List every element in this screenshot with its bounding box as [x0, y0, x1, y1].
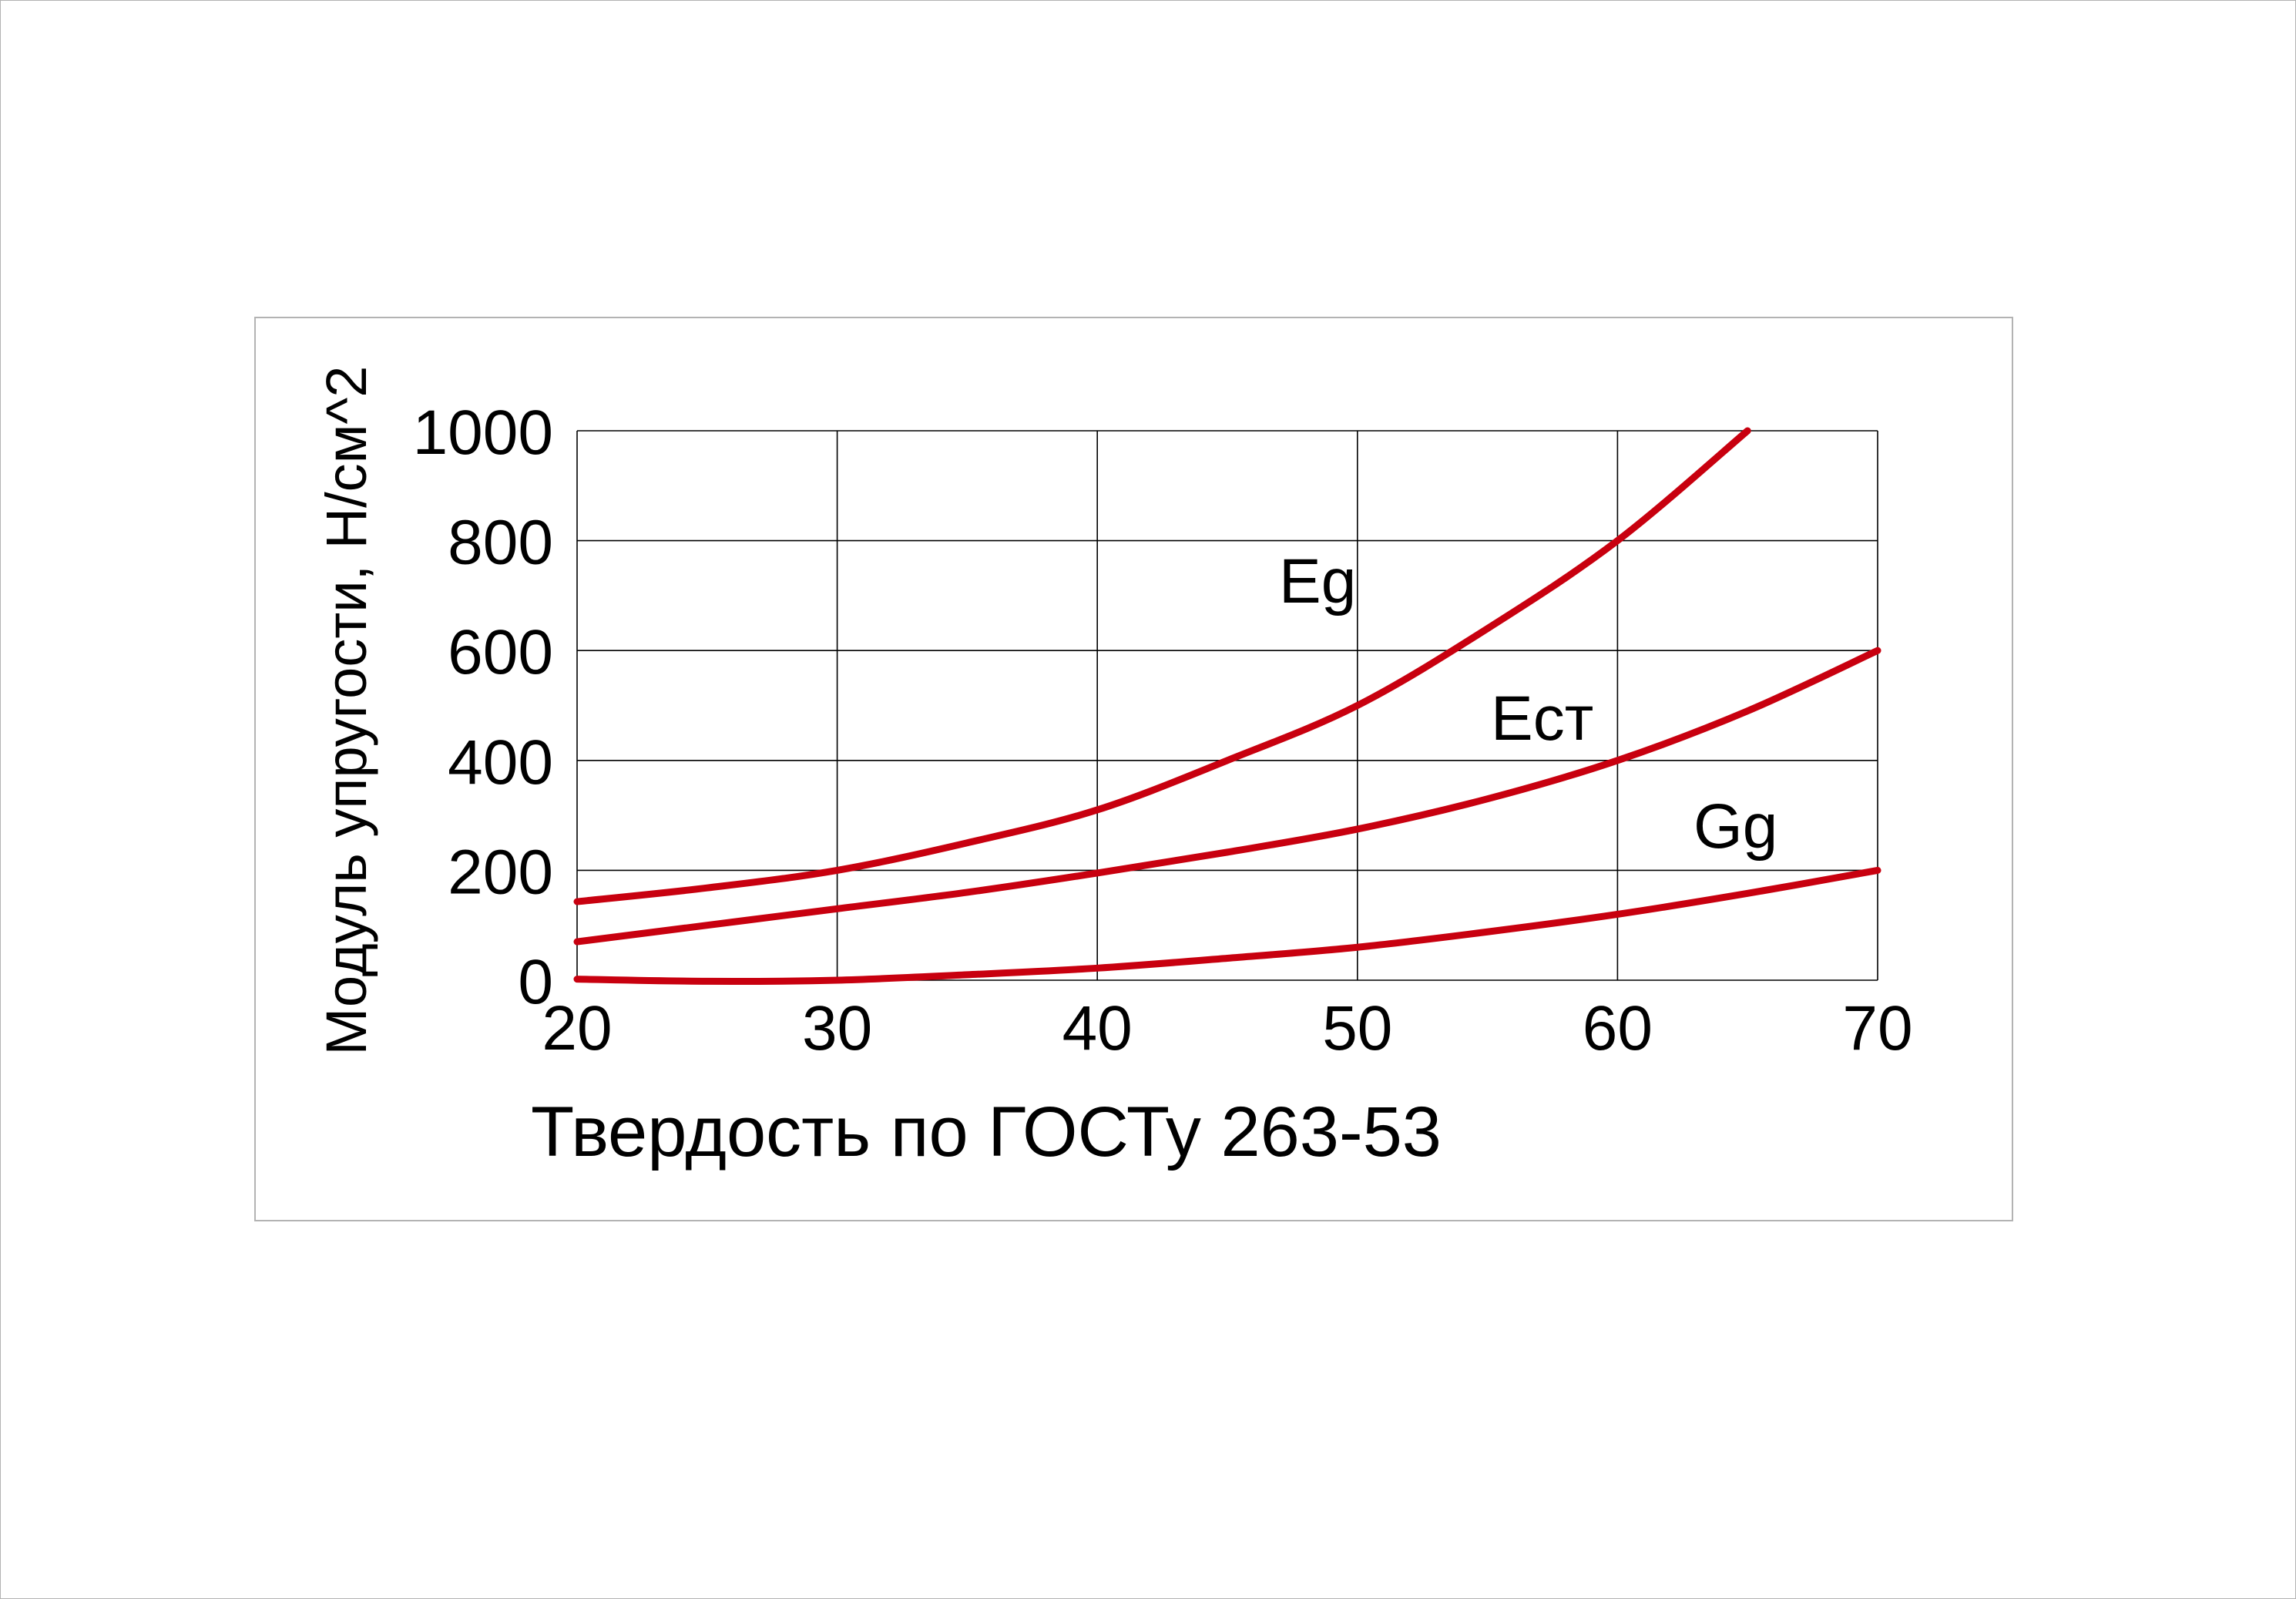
x-tick-label: 70 [1842, 993, 1912, 1063]
y-tick-label: 1000 [413, 398, 553, 468]
series-line-2 [573, 647, 1881, 946]
series-label-1: Eg [1279, 546, 1356, 616]
x-axis-title: Твердость по ГОСТу 263-53 [531, 1093, 1442, 1171]
chart-frame [254, 317, 2013, 1221]
x-tick-labels: 20 30 40 50 60 70 [542, 993, 1912, 1063]
y-tick-label: 0 [518, 947, 553, 1017]
series-line-1 [573, 427, 1751, 905]
series-label-2: Ecт [1491, 684, 1593, 754]
x-tick-label: 20 [542, 993, 612, 1063]
series-labels: Eg Ecт Gg [1279, 546, 1777, 862]
x-tick-label: 30 [802, 993, 872, 1063]
x-tick-label: 60 [1583, 993, 1653, 1063]
y-tick-labels: 0 200 400 600 800 1000 [413, 398, 553, 1017]
x-tick-label: 40 [1062, 993, 1133, 1063]
series-lines [573, 427, 1881, 986]
series-label-3: Gg [1693, 791, 1777, 862]
y-tick-label: 400 [448, 727, 553, 798]
y-tick-label: 600 [448, 617, 553, 687]
x-tick-label: 50 [1322, 993, 1392, 1063]
series-line-3 [573, 866, 1881, 986]
y-axis-title: Модуль упругости, Н/см^2 [314, 366, 378, 1056]
y-tick-label: 800 [448, 508, 553, 578]
y-tick-label: 200 [448, 837, 553, 907]
grid [576, 430, 1878, 981]
